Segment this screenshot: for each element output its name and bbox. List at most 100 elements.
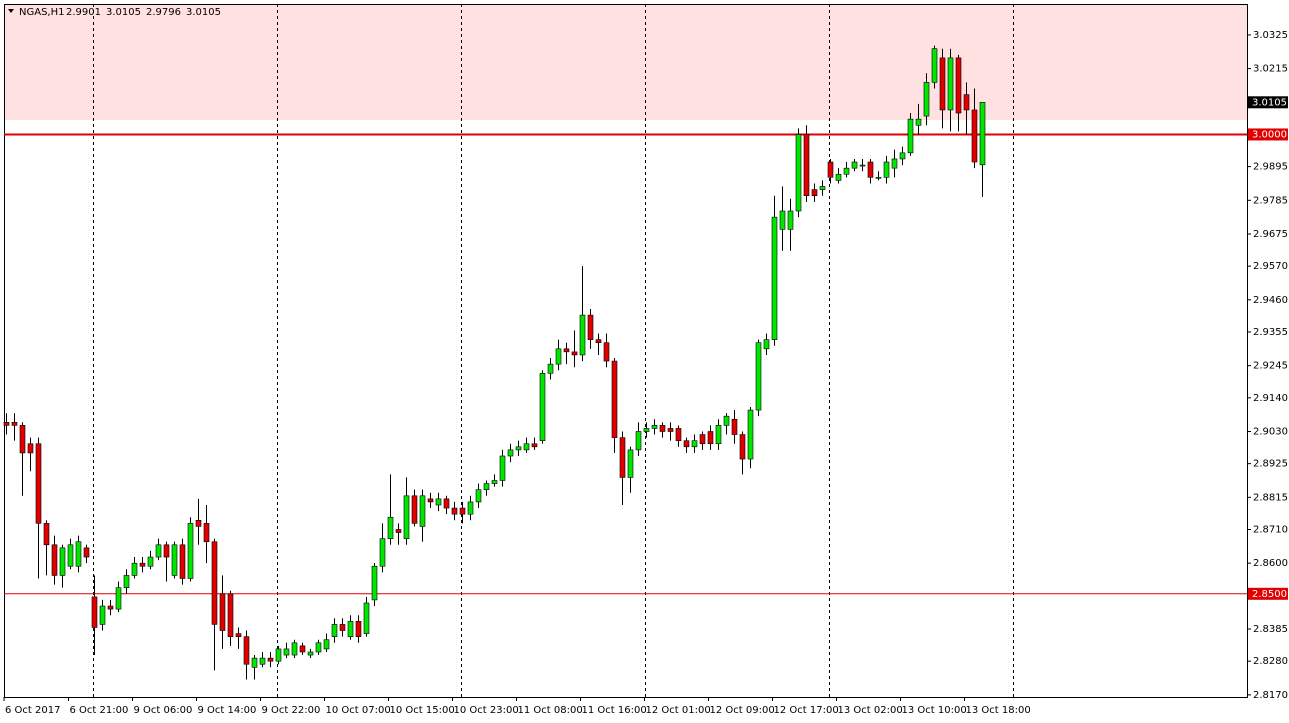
- candle-body: [307, 651, 314, 656]
- candle-body: [243, 636, 250, 665]
- candle-body: [515, 446, 522, 451]
- candle-body: [339, 624, 346, 631]
- candle-body: [579, 314, 586, 356]
- candle-body: [371, 565, 378, 601]
- candle-body: [715, 425, 722, 445]
- candle-body: [83, 547, 90, 558]
- candle-body: [363, 602, 370, 634]
- y-tick-label: 2.9895: [1253, 162, 1288, 173]
- y-tick-label: 2.8815: [1253, 492, 1288, 503]
- candle-body: [827, 161, 834, 178]
- candle-body: [939, 57, 946, 111]
- x-tick-label: 6 Oct 21:00: [70, 705, 129, 716]
- candle-body: [227, 593, 234, 637]
- x-tick-label: 12 Oct 01:00: [646, 705, 711, 716]
- candle-body: [475, 489, 482, 503]
- y-tick-label: 2.8925: [1253, 459, 1288, 470]
- candle-body: [491, 480, 498, 484]
- candle-body: [955, 57, 962, 114]
- candle-body: [347, 621, 354, 637]
- candle-body: [547, 363, 554, 374]
- candle-body: [819, 186, 826, 190]
- candle-body: [163, 544, 170, 558]
- x-tick-label: 13 Oct 18:00: [966, 705, 1031, 716]
- candle-body: [179, 544, 186, 579]
- candle-body: [211, 541, 218, 625]
- header-ohlc: 3.0105: [106, 7, 141, 18]
- candle-body: [379, 538, 386, 567]
- candle-body: [731, 418, 738, 435]
- candle-body: [123, 575, 130, 588]
- candle-body: [523, 443, 530, 451]
- candle-body: [707, 431, 714, 445]
- header-ohlc: 2.9796: [146, 7, 181, 18]
- candle-body: [155, 544, 162, 558]
- candle-body: [763, 339, 770, 350]
- candle-body: [131, 562, 138, 576]
- x-tick-label: 9 Oct 14:00: [198, 705, 257, 716]
- candle-body: [99, 605, 106, 625]
- candle-body: [899, 152, 906, 160]
- candle-body: [267, 657, 274, 662]
- candle-body: [795, 134, 802, 212]
- candle-body: [883, 161, 890, 178]
- candle-body: [67, 544, 74, 567]
- candle-body: [811, 189, 818, 197]
- candle-body: [51, 544, 58, 576]
- y-tick-label: 2.9460: [1253, 295, 1288, 306]
- candle-body: [587, 314, 594, 340]
- candle-body: [443, 498, 450, 509]
- candle-body: [19, 425, 26, 454]
- candle-body: [403, 495, 410, 539]
- candle-body: [739, 434, 746, 460]
- candle-body: [779, 210, 786, 230]
- candle-body: [451, 507, 458, 515]
- y-tick-label: 2.8710: [1253, 524, 1288, 535]
- candle-body: [291, 642, 298, 656]
- candle-body: [971, 109, 978, 163]
- candle-body: [107, 605, 114, 610]
- candle-body: [419, 495, 426, 527]
- candle-body: [219, 593, 226, 631]
- candle-body: [603, 342, 610, 362]
- candle-body: [195, 520, 202, 527]
- candle-body: [59, 547, 66, 576]
- candle-body: [691, 440, 698, 448]
- x-tick-label: 13 Oct 02:00: [838, 705, 903, 716]
- candle-body: [411, 495, 418, 524]
- current-price-label: 3.0105: [1252, 97, 1287, 108]
- y-tick-label: 2.8600: [1253, 558, 1288, 569]
- level-label: 2.8500: [1252, 589, 1287, 600]
- candle-body: [627, 449, 634, 478]
- level-tag: [1248, 587, 1288, 600]
- candle-body: [299, 645, 306, 653]
- candle-body: [595, 339, 602, 343]
- x-tick-label: 12 Oct 17:00: [774, 705, 839, 716]
- x-tick-label: 6 Oct 2017: [5, 705, 60, 716]
- level-tag: [1248, 128, 1288, 141]
- candle-body: [963, 94, 970, 111]
- y-tick-label: 2.9675: [1253, 229, 1288, 240]
- candle-body: [467, 501, 474, 515]
- x-tick-label: 13 Oct 10:00: [902, 705, 967, 716]
- candle-body: [315, 642, 322, 653]
- candle-body: [651, 425, 658, 429]
- candle-body: [835, 173, 842, 181]
- candle-body: [91, 596, 98, 628]
- candle-body: [891, 158, 898, 169]
- candle-body: [483, 483, 490, 490]
- candle-body: [275, 648, 282, 662]
- candle-body: [563, 348, 570, 353]
- candle-body: [859, 164, 866, 167]
- plot-frame: [4, 4, 1248, 698]
- y-tick-label: 2.8280: [1253, 656, 1288, 667]
- candle-body: [531, 443, 538, 448]
- candle-body: [555, 348, 562, 365]
- candle-body: [539, 373, 546, 441]
- candle-body: [851, 161, 858, 169]
- candle-body: [259, 657, 266, 665]
- y-tick-label: 2.9785: [1253, 195, 1288, 206]
- y-tick-label: 3.0215: [1253, 64, 1288, 75]
- candle-body: [27, 443, 34, 454]
- candle-body: [923, 82, 930, 117]
